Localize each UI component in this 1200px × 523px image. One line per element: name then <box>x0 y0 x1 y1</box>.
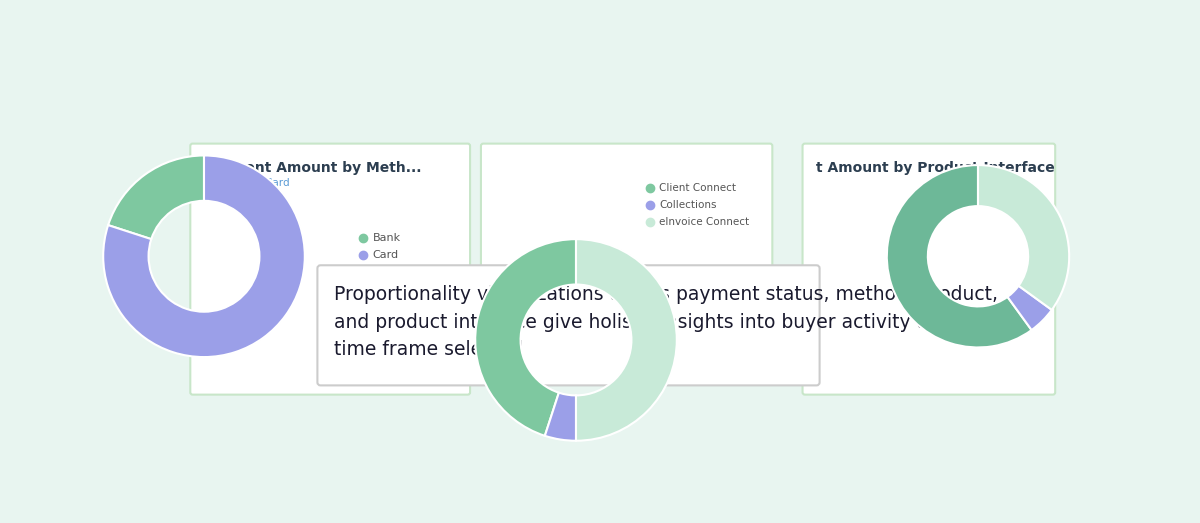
Text: Card: Card <box>372 251 398 260</box>
Wedge shape <box>1008 286 1051 330</box>
FancyBboxPatch shape <box>191 144 470 395</box>
Text: Bank: Bank <box>372 233 401 243</box>
Wedge shape <box>545 393 576 441</box>
FancyBboxPatch shape <box>317 265 820 385</box>
Wedge shape <box>103 155 305 357</box>
Text: Proportionality visualizations across payment status, method, product,
and produ: Proportionality visualizations across pa… <box>335 285 1014 359</box>
Text: Payment Amount by Meth...: Payment Amount by Meth... <box>204 161 422 175</box>
Text: Client Connect: Client Connect <box>659 183 736 194</box>
Text: eInvoice Connect: eInvoice Connect <box>659 217 749 227</box>
Wedge shape <box>576 239 677 441</box>
Text: Method   /   Card: Method / Card <box>204 178 290 188</box>
FancyBboxPatch shape <box>803 144 1055 395</box>
FancyBboxPatch shape <box>481 144 773 325</box>
Wedge shape <box>475 239 576 436</box>
Wedge shape <box>978 165 1069 310</box>
Wedge shape <box>887 165 1032 347</box>
Text: t Amount by Product Interface: t Amount by Product Interface <box>816 161 1055 175</box>
Wedge shape <box>108 155 204 239</box>
Text: Collections: Collections <box>659 200 716 210</box>
